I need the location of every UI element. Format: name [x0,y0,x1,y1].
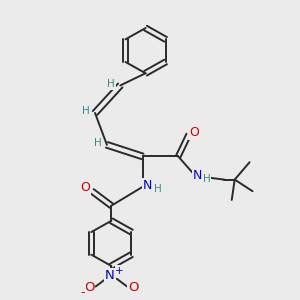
Text: H: H [202,174,210,184]
Text: H: H [107,79,115,89]
Text: O: O [128,281,139,294]
Text: O: O [189,126,199,139]
Text: O: O [84,281,94,294]
Text: H: H [94,138,102,148]
Text: +: + [116,266,124,276]
Text: N: N [105,269,115,282]
Text: -: - [80,286,85,299]
Text: H: H [82,106,90,116]
Text: N: N [143,178,153,192]
Text: H: H [154,184,161,194]
Text: O: O [81,181,90,194]
Text: N: N [193,169,202,182]
